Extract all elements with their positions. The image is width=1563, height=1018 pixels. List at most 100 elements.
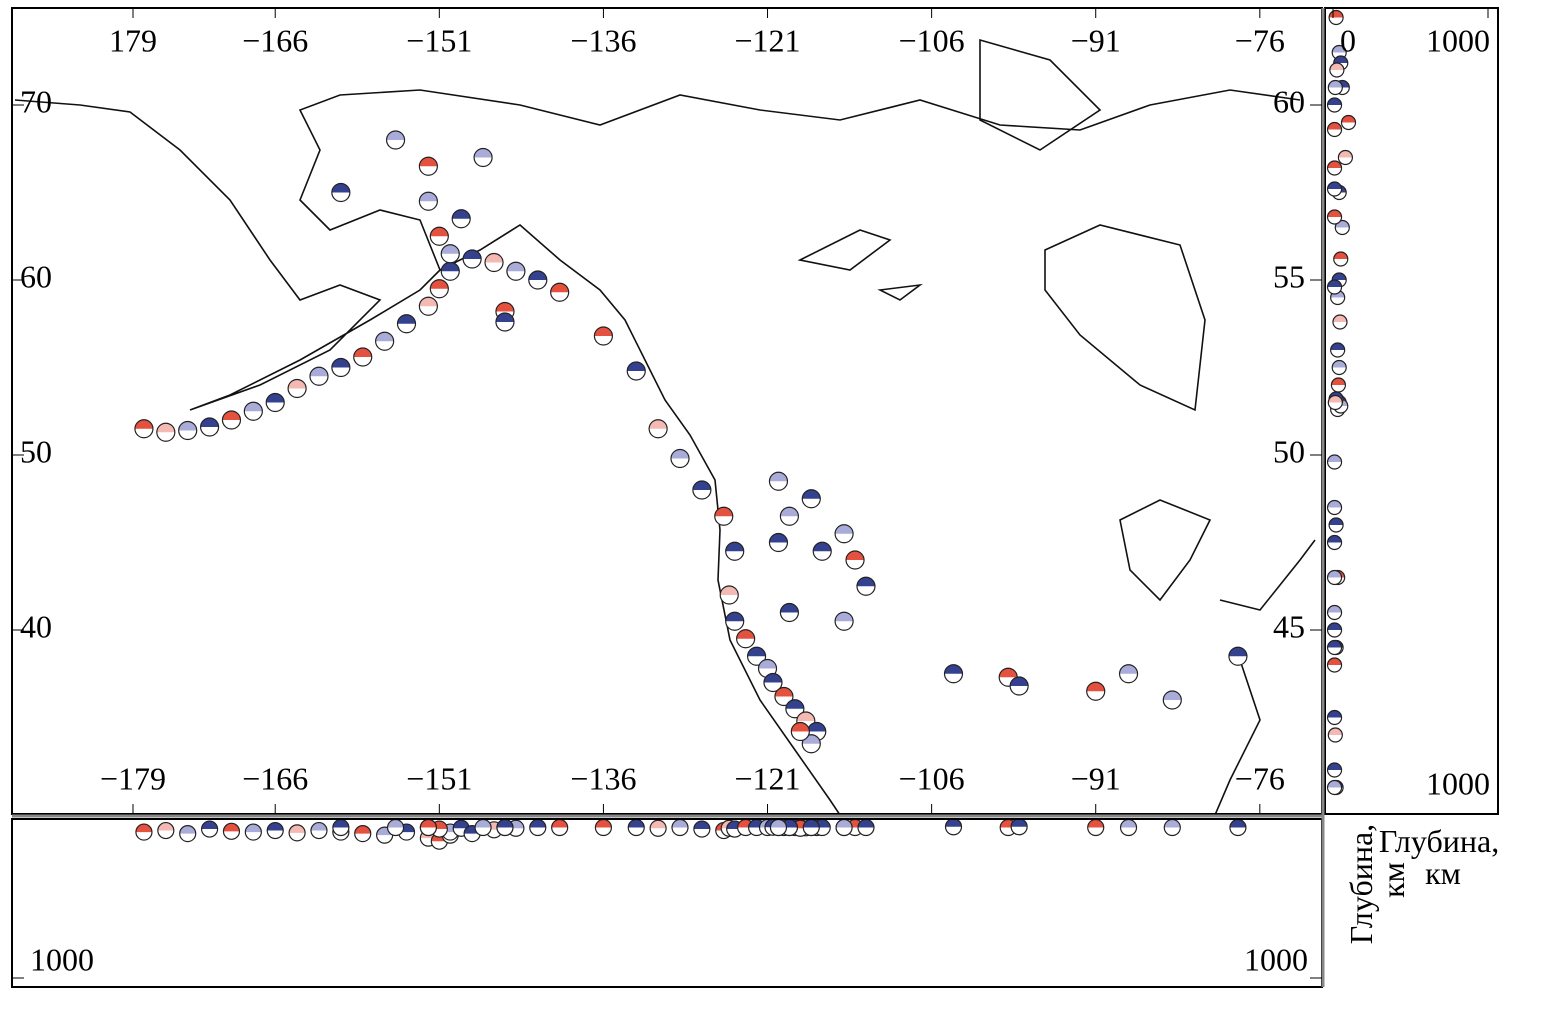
depth-label-bottom: Глубина, км	[1343, 816, 1411, 944]
focal-mechanism	[244, 823, 262, 841]
events-depth-lon	[135, 819, 1247, 850]
ball-outline	[1326, 622, 1343, 638]
focal-mechanism	[834, 524, 854, 544]
ball-half	[692, 481, 711, 490]
focal-mechanism	[768, 471, 789, 491]
ball-outline	[1340, 114, 1357, 131]
ball-outline	[714, 506, 734, 526]
focal-mechanism	[222, 822, 241, 840]
ball-half	[496, 819, 513, 828]
focal-mechanism	[692, 480, 712, 500]
ball-outline	[1326, 709, 1343, 726]
ball-half	[1120, 819, 1137, 828]
ball-half	[747, 647, 766, 657]
ball-half	[791, 722, 810, 732]
lat-tick-label: 70	[20, 83, 52, 119]
ball-outline	[1228, 646, 1248, 666]
ball-outline	[179, 824, 197, 843]
ball-half	[649, 419, 668, 429]
lon-tick-label: −179	[100, 760, 166, 796]
lat-tick-label: 45	[1273, 608, 1305, 644]
focal-mechanism	[1326, 499, 1343, 516]
ball-outline	[856, 576, 876, 596]
ball-outline	[1326, 279, 1343, 295]
ball-bg	[1328, 938, 1342, 952]
ball-outline	[693, 820, 711, 838]
focal-mechanism	[385, 130, 406, 150]
ball-outline	[1326, 762, 1343, 778]
ball-half	[474, 148, 493, 158]
focal-mechanism	[1326, 534, 1343, 551]
focal-mechanism	[1229, 819, 1247, 837]
focal-mechanism	[243, 401, 263, 421]
ball-half	[266, 393, 285, 403]
focal-mechanism	[1327, 903, 1341, 917]
focal-mechanism	[769, 819, 788, 837]
focal-mechanism	[1326, 779, 1343, 796]
ball-half	[769, 472, 788, 482]
focal-mechanism	[1326, 657, 1343, 673]
ball-outline	[1328, 1001, 1342, 1015]
focal-mechanism	[1328, 1001, 1342, 1015]
ball-half	[331, 358, 350, 368]
focal-mechanism	[1328, 956, 1342, 970]
ball-half	[1328, 851, 1342, 858]
lon-tick-label: −136	[570, 760, 636, 796]
ball-outline	[1326, 454, 1343, 470]
focal-mechanism	[1328, 886, 1342, 900]
ball-half	[944, 664, 963, 674]
ball-bg	[1328, 931, 1342, 945]
ball-half	[1327, 640, 1342, 648]
focal-mechanism	[506, 261, 526, 281]
focal-mechanism	[670, 448, 690, 469]
ball-half	[1328, 938, 1342, 945]
focal-mechanism	[649, 819, 667, 837]
ball-half	[331, 183, 350, 193]
focal-mechanism	[802, 819, 820, 837]
lon-tick-label: 179	[109, 22, 157, 58]
focal-mechanism	[1337, 149, 1354, 166]
focal-mechanism	[790, 721, 810, 742]
ball-outline	[178, 420, 198, 441]
ball-outline	[375, 331, 395, 351]
ball-half	[387, 819, 404, 828]
ball-half	[785, 699, 804, 709]
focal-mechanism	[856, 576, 876, 596]
ball-half	[1332, 360, 1347, 368]
ball-half	[1333, 56, 1348, 63]
ball-outline	[331, 357, 351, 378]
focal-mechanism	[429, 226, 449, 246]
ball-half	[332, 819, 349, 828]
ball-outline	[834, 524, 854, 544]
focal-mechanism	[1326, 622, 1343, 638]
ball-half	[1119, 664, 1138, 674]
ball-half	[1229, 819, 1246, 828]
ball-half	[1327, 161, 1342, 168]
bottom-panel-frame	[11, 818, 1323, 988]
ball-half	[529, 819, 546, 828]
focal-mechanism	[266, 821, 284, 840]
ball-half	[1087, 819, 1104, 828]
focal-mechanism	[287, 378, 307, 399]
lon-tick-label: −76	[1235, 22, 1285, 58]
focal-mechanism	[1333, 251, 1349, 267]
focal-mechanism	[418, 156, 438, 176]
focal-mechanism	[774, 686, 794, 707]
focal-mechanism	[1327, 886, 1341, 900]
ball-outline	[725, 611, 745, 631]
ball-bg	[1328, 851, 1342, 865]
ball-half	[1327, 122, 1342, 130]
focal-mechanism	[1328, 517, 1344, 533]
ball-outline	[801, 734, 821, 754]
ball-half	[157, 822, 174, 831]
ball-outline	[495, 312, 515, 332]
ball-outline	[265, 392, 285, 413]
ball-outline	[719, 585, 739, 605]
focal-mechanism	[331, 182, 351, 203]
focal-mechanism	[375, 331, 395, 351]
ball-half	[769, 533, 788, 543]
lon-tick-label: −121	[734, 22, 800, 58]
ball-half	[1328, 80, 1343, 88]
ball-half	[1327, 182, 1342, 189]
